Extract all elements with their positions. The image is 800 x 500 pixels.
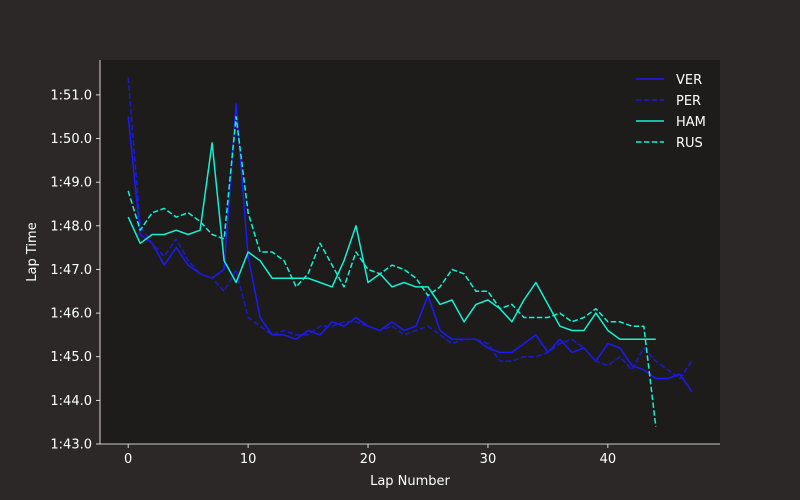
x-tick-label: 10 xyxy=(240,452,257,467)
x-tick-label: 0 xyxy=(124,452,132,467)
x-axis-title: Lap Number xyxy=(370,474,450,489)
y-tick-label: 1:50.0 xyxy=(50,132,92,147)
y-tick-label: 1:49.0 xyxy=(50,176,92,191)
series-line-per xyxy=(127,77,693,380)
x-tick-label: 40 xyxy=(600,452,617,467)
legend-label-per: PER xyxy=(676,94,701,109)
series-line-ver xyxy=(127,102,693,393)
y-tick-label: 1:48.0 xyxy=(50,219,92,234)
legend: VER PER HAM RUS xyxy=(636,73,706,151)
plot-area xyxy=(100,60,720,444)
x-tick-label: 30 xyxy=(480,452,497,467)
legend-label-ver: VER xyxy=(676,73,702,88)
series-line-ham xyxy=(127,142,656,341)
legend-label-ham: HAM xyxy=(676,115,706,130)
y-tick-label: 1:45.0 xyxy=(50,350,92,365)
y-tick-label: 1:47.0 xyxy=(50,263,92,278)
series-line-rus xyxy=(127,115,657,427)
y-axis-title: Lap Time xyxy=(25,222,40,281)
y-tick-label: 1:43.0 xyxy=(50,438,92,453)
x-tick-label: 20 xyxy=(360,452,377,467)
y-tick-label: 1:51.0 xyxy=(50,88,92,103)
y-tick-label: 1:46.0 xyxy=(50,307,92,322)
y-tick-label: 1:44.0 xyxy=(50,394,92,409)
legend-label-rus: RUS xyxy=(676,136,703,151)
series-layer xyxy=(127,77,693,427)
axes-layer: 0 10 20 30 40 1:43.0 1:44.0 1:45.0 1:46.0 1:47.0 1… xyxy=(50,60,720,467)
